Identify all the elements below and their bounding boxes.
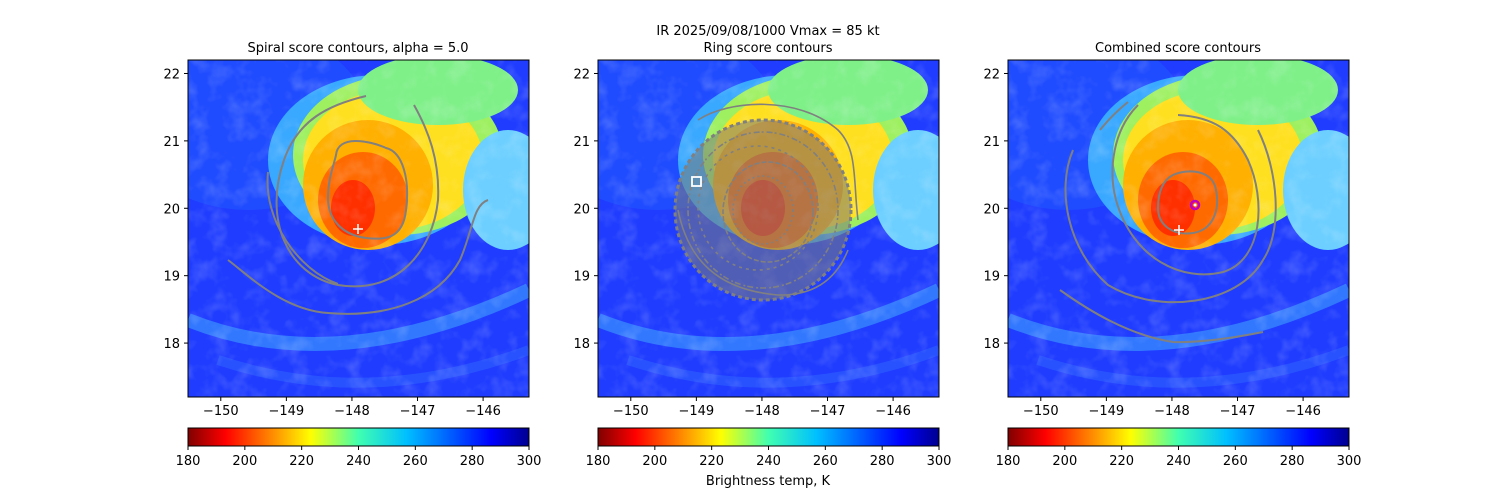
panel-combined: Combined score contours — [983, 41, 1362, 469]
panel-title: Spiral score contours, alpha = 5.0 — [247, 41, 468, 56]
colorbar-label: Brightness temp, K — [706, 474, 831, 489]
axes-frame — [187, 59, 530, 398]
colorbar: 180 200 220 240 260 280 300 — [176, 427, 542, 469]
x-tick-label: −149 — [269, 404, 305, 419]
x-tick-label: −149 — [679, 404, 715, 419]
x-tick-label: −150 — [203, 404, 239, 419]
x-tick-label: −147 — [400, 404, 436, 419]
colorbar: 180 200 220 240 260 280 300 — [586, 427, 952, 469]
best-center-marker — [1189, 199, 1201, 211]
colorbar-tick-label: 200 — [1052, 454, 1077, 469]
y-tick-label: 20 — [983, 202, 1000, 217]
colorbar-tick-label: 240 — [1166, 454, 1191, 469]
colorbar-tick-label: 240 — [346, 454, 371, 469]
storm-center-marker — [353, 224, 363, 234]
ring-contour-region — [673, 103, 859, 302]
colorbar-tick-label: 220 — [289, 454, 314, 469]
colorbar-tick-label: 280 — [460, 454, 485, 469]
ring-marker-square — [691, 176, 702, 187]
y-tick-label: 20 — [573, 202, 590, 217]
panel-ring: Ring score contours — [573, 41, 952, 489]
y-tick-label: 22 — [983, 67, 1000, 82]
panel-title: Ring score contours — [703, 41, 832, 56]
axes-frame — [1007, 59, 1350, 398]
y-tick-label: 21 — [163, 135, 180, 150]
y-tick-label: 19 — [983, 270, 1000, 285]
colorbar-tick-label: 260 — [813, 454, 838, 469]
score-contours — [1059, 101, 1277, 344]
colorbar-tick-label: 280 — [870, 454, 895, 469]
figure-suptitle: IR 2025/09/08/1000 Vmax = 85 kt — [656, 24, 879, 39]
x-tick-label: −148 — [744, 404, 780, 419]
colorbar-tick-label: 300 — [1337, 454, 1362, 469]
y-tick-label: 18 — [163, 337, 180, 352]
colorbar-tick-label: 280 — [1280, 454, 1305, 469]
y-tick-label: 19 — [573, 270, 590, 285]
heatmap-image — [1008, 60, 1349, 397]
x-tick-label: −149 — [1089, 404, 1125, 419]
x-tick-label: −147 — [1220, 404, 1256, 419]
y-tick-label: 18 — [573, 337, 590, 352]
colorbar-tick-label: 200 — [232, 454, 257, 469]
colorbar-tick-label: 260 — [1223, 454, 1248, 469]
score-contours — [227, 95, 489, 315]
y-tick-label: 21 — [983, 135, 1000, 150]
colorbar-tick-label: 220 — [1109, 454, 1134, 469]
x-tick-label: −146 — [875, 404, 911, 419]
x-tick-label: −146 — [465, 404, 501, 419]
y-tick-label: 22 — [163, 67, 180, 82]
colorbar-tick-label: 200 — [642, 454, 667, 469]
x-tick-label: −148 — [1154, 404, 1190, 419]
storm-center-marker — [1174, 225, 1184, 235]
best-center-dot — [1193, 203, 1197, 207]
colorbar-tick-label: 220 — [699, 454, 724, 469]
panel-title: Combined score contours — [1095, 41, 1261, 56]
x-tick-label: −148 — [334, 404, 370, 419]
y-tick-label: 22 — [573, 67, 590, 82]
y-tick-label: 18 — [983, 337, 1000, 352]
x-tick-label: −146 — [1285, 404, 1321, 419]
y-tick-label: 20 — [163, 202, 180, 217]
colorbar-tick-label: 300 — [927, 454, 952, 469]
colorbar-tick-label: 180 — [996, 454, 1021, 469]
heatmap-image — [598, 60, 939, 397]
colorbar-tick-label: 240 — [756, 454, 781, 469]
colorbar-tick-label: 180 — [586, 454, 611, 469]
panel-spiral: Spiral score contours, alpha = 5.0 — [163, 41, 542, 469]
axes-frame — [597, 59, 940, 398]
x-tick-label: −147 — [810, 404, 846, 419]
colorbar-tick-label: 260 — [403, 454, 428, 469]
colorbar: 180 200 220 240 260 280 300 — [996, 427, 1362, 469]
colorbar-tick-label: 300 — [517, 454, 542, 469]
x-tick-label: −150 — [1023, 404, 1059, 419]
y-tick-label: 21 — [573, 135, 590, 150]
heatmap-image — [188, 60, 529, 397]
y-tick-label: 19 — [163, 270, 180, 285]
x-tick-label: −150 — [613, 404, 649, 419]
colorbar-tick-label: 180 — [176, 454, 201, 469]
